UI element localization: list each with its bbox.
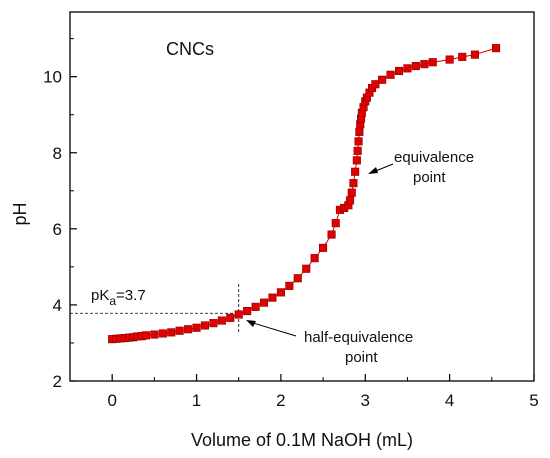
data-point xyxy=(445,55,454,64)
data-point xyxy=(347,188,356,197)
data-point xyxy=(259,298,269,307)
y-tick-label: 4 xyxy=(53,296,62,315)
equivalence-arrowhead xyxy=(368,167,378,174)
data-point xyxy=(226,313,235,322)
equivalence-label-line2: point xyxy=(413,169,446,186)
half-equivalence-arrow xyxy=(249,321,297,337)
data-point xyxy=(394,66,404,75)
plot-frame xyxy=(69,11,535,382)
data-point xyxy=(209,319,218,328)
y-tick-label: 10 xyxy=(43,68,62,87)
x-tick-label: 2 xyxy=(276,391,285,410)
pka-subscript: a xyxy=(109,294,116,308)
reference-lines xyxy=(70,283,240,334)
pka-prefix: pK xyxy=(91,287,109,304)
pka-suffix: =3.7 xyxy=(116,287,146,304)
series-group xyxy=(108,44,501,344)
y-tick-label: 8 xyxy=(53,144,62,163)
data-point xyxy=(167,328,176,337)
data-point xyxy=(378,75,387,84)
data-point xyxy=(354,137,363,146)
x-tick-label: 5 xyxy=(529,391,538,410)
data-point xyxy=(420,60,429,69)
data-point xyxy=(302,264,311,273)
data-point xyxy=(285,281,294,290)
data-point xyxy=(234,310,243,319)
data-point xyxy=(175,326,184,335)
data-point xyxy=(150,330,159,339)
half-equivalence-arrowhead xyxy=(246,320,256,327)
x-tick-label: 1 xyxy=(192,391,201,410)
half-equivalence-label-line2: point xyxy=(345,349,378,366)
data-point xyxy=(192,323,201,332)
x-tick-label: 4 xyxy=(445,391,454,410)
half-equivalence-label-line1: half-equivalence xyxy=(304,329,413,346)
data-point xyxy=(217,316,226,325)
x-tick-label: 0 xyxy=(107,391,116,410)
data-point xyxy=(251,302,260,311)
equivalence-label-line1: equivalence xyxy=(394,149,474,166)
data-point xyxy=(351,167,360,176)
data-point xyxy=(458,52,467,61)
data-point xyxy=(345,196,355,205)
data-point xyxy=(371,80,380,89)
data-point xyxy=(310,254,319,263)
x-axis-ticks: 0 1 2 3 4 5 xyxy=(69,374,539,410)
data-point xyxy=(141,331,150,340)
data-point xyxy=(386,70,395,79)
data-point xyxy=(200,321,209,330)
y-tick-label: 2 xyxy=(53,372,62,391)
data-point xyxy=(352,156,361,165)
y-tick-label: 6 xyxy=(53,220,62,239)
y-axis-label: pH xyxy=(10,202,30,225)
series-line xyxy=(112,47,497,340)
data-point xyxy=(355,127,364,136)
data-point xyxy=(353,146,362,155)
pka-annotation: pKa=3.7 xyxy=(91,287,146,308)
data-point xyxy=(318,243,328,252)
data-point xyxy=(268,293,277,302)
data-point xyxy=(158,329,167,338)
data-point xyxy=(411,61,420,71)
data-point xyxy=(276,288,286,297)
data-point xyxy=(243,306,252,316)
x-axis-label: Volume of 0.1M NaOH (mL) xyxy=(191,430,413,450)
data-point xyxy=(184,325,193,334)
data-point xyxy=(470,50,480,59)
data-point xyxy=(428,58,437,67)
y-axis-ticks: 2 4 6 8 10 xyxy=(43,38,77,391)
x-tick-label: 3 xyxy=(361,391,370,410)
data-point xyxy=(403,64,412,73)
chart-title: CNCs xyxy=(166,39,214,59)
data-point xyxy=(349,179,358,188)
data-point xyxy=(293,274,302,283)
data-point xyxy=(327,230,336,239)
data-point xyxy=(491,44,501,53)
data-point xyxy=(331,219,340,228)
